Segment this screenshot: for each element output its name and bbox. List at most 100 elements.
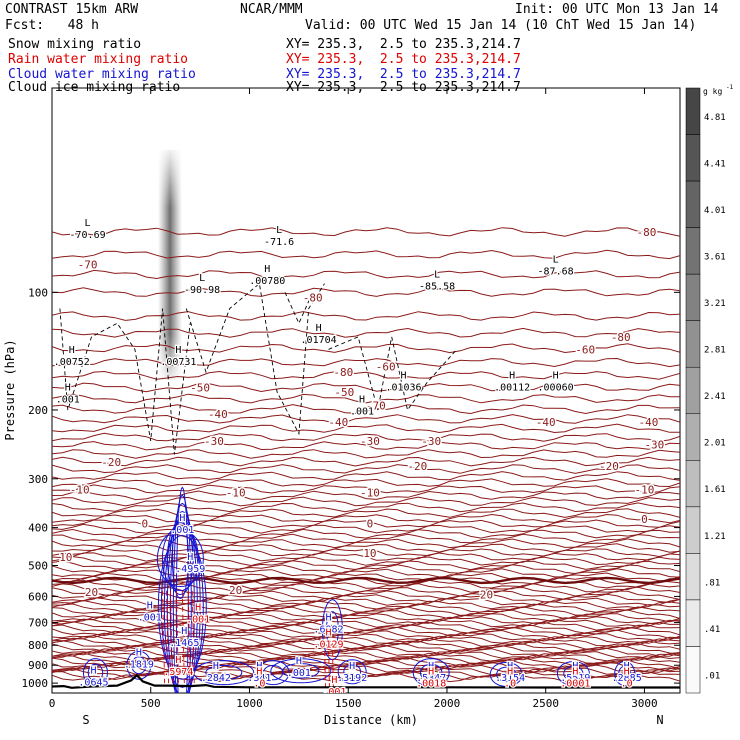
temperature-label: -10 <box>70 484 90 497</box>
cloud-water-label-value: .001 <box>170 525 194 536</box>
ice-label-value: -85.58 <box>419 282 455 293</box>
cloud-water-label-value: .001 <box>287 668 311 679</box>
model-title: CONTRAST 15km ARW <box>5 2 139 17</box>
isotherm-line <box>52 629 680 640</box>
temperature-label: -20 <box>101 456 121 469</box>
valid-time: Valid: 00 UTC Wed 15 Jan 14 (10 ChT Wed … <box>305 18 697 33</box>
isotherm-line <box>52 647 680 657</box>
temperature-label: -30 <box>421 435 441 448</box>
x-tick-label: 2000 <box>434 697 461 710</box>
cloud-water-label-marker: H <box>507 661 513 672</box>
cloud-water-label-value: .3192 <box>337 673 367 684</box>
colorbar-swatch <box>685 320 701 368</box>
cloud-water-contour <box>157 534 207 680</box>
ice-label-marker: H <box>359 394 365 405</box>
cloud-water-contour <box>489 661 523 687</box>
isotherm-line <box>52 603 680 614</box>
isotherm-line <box>52 519 680 529</box>
x-tick-label: 3000 <box>631 697 658 710</box>
temperature-label: -20 <box>407 460 427 473</box>
isotherm-line <box>52 432 680 442</box>
isotherm-line <box>52 456 680 467</box>
isotherm-line <box>52 287 680 297</box>
y-tick-label: 700 <box>28 617 48 630</box>
ice-label-value: .00780 <box>249 276 285 287</box>
rain-label-value: .0129 <box>313 639 343 650</box>
isotherm-line <box>52 606 680 617</box>
cloud-water-label-marker: H <box>147 601 153 612</box>
temperature-label: -50 <box>334 386 354 399</box>
rain-label-marker: H <box>331 675 337 686</box>
cloud-water-label-marker: H <box>325 613 331 624</box>
temperature-label: -80 <box>611 331 631 344</box>
colorbar-level-label: 4.01 <box>704 206 726 216</box>
ice-label-value: .00752 <box>54 357 90 368</box>
colorbar-swatch <box>685 180 701 228</box>
cloud-water-contour <box>563 665 584 682</box>
terrain-line <box>52 673 680 689</box>
field-snow-name: Snow mixing ratio <box>8 37 142 52</box>
cloud-water-label-value: .2842 <box>201 673 231 684</box>
cloud-water-label-value: .6982 <box>313 625 343 636</box>
colorbar-swatch <box>685 553 701 601</box>
contour-labels: -80-80-80-80-70-70-60-60-50 -50-40-40 -40-… <box>52 217 665 693</box>
cloud-water-contour <box>282 663 320 679</box>
ice-label-value: .01704 <box>301 335 337 346</box>
plot-content: -80-80-80-80-70-70-60-60-50 -50-40-40 -40-… <box>52 150 680 693</box>
ice-label-marker: H <box>401 370 407 381</box>
isotherm-line <box>52 449 680 459</box>
cloud-water-contour <box>325 611 339 649</box>
ice-label-marker: H <box>65 383 71 394</box>
isotherm-line <box>52 616 680 625</box>
cloud-water-contour <box>618 665 632 682</box>
rain-label-value: .0 <box>253 679 265 690</box>
isotherm-line <box>52 343 680 354</box>
rain-label-marker: H <box>175 655 181 666</box>
y-tick-label: 400 <box>28 522 48 535</box>
ice-label-marker: H <box>264 264 270 275</box>
x-tick-label: 0 <box>49 697 56 710</box>
ice-label-value: .001 <box>350 406 374 417</box>
temperature-label: -60 <box>376 361 396 374</box>
cloud-water-contour <box>166 521 194 596</box>
ice-label-marker: H <box>175 345 181 356</box>
temperature-label: -10 <box>635 484 655 497</box>
cloud-water-contour <box>160 526 204 688</box>
cloud-water-label-marker: H <box>179 513 185 524</box>
isotherm-line <box>52 626 680 637</box>
isotherm-line <box>52 572 680 582</box>
ice-contour <box>284 292 314 325</box>
field-cloudwater-name: Cloud water mixing ratio <box>8 67 196 82</box>
ice-label-marker: L <box>434 270 440 281</box>
rain-label-marker: H <box>507 667 513 678</box>
cloud-water-contour <box>126 650 152 680</box>
cloud-water-contour <box>614 660 636 687</box>
x-tick-label: 2500 <box>532 697 559 710</box>
y-tick-label: 800 <box>28 639 48 652</box>
cloud-water-label-marker: H <box>349 661 355 672</box>
isotherm-line <box>52 496 680 507</box>
temperature-label: -60 <box>575 343 595 356</box>
temperature-contours <box>52 227 680 683</box>
colorbar-unit-exponent: -1 <box>726 84 734 91</box>
isotherm-line <box>52 464 680 474</box>
colorbar-level-label: 2.41 <box>704 392 726 402</box>
temperature-label: 0 <box>142 517 149 530</box>
temperature-label: -30 <box>644 438 664 451</box>
cloud-water-contour <box>270 658 332 684</box>
cloud-water-label-marker: H <box>296 656 302 667</box>
isotherm-line <box>52 502 680 513</box>
y-tick-label: 900 <box>28 659 48 672</box>
ice-label-marker: H <box>69 345 75 356</box>
rain-label-marker: H <box>624 667 630 678</box>
field-rain-xy: XY= 235.3, 2.5 to 235.3,214.7 <box>286 52 521 67</box>
isotherm-line <box>52 642 680 653</box>
isotherm-line <box>52 523 680 534</box>
temperature-label: 20 <box>480 588 493 601</box>
snow-shading-fade <box>158 150 182 380</box>
isotherm-line <box>52 513 680 524</box>
plot-frame <box>51 87 681 694</box>
y-tick-label: 200 <box>28 404 48 417</box>
rain-label-value: .0018 <box>416 679 446 690</box>
